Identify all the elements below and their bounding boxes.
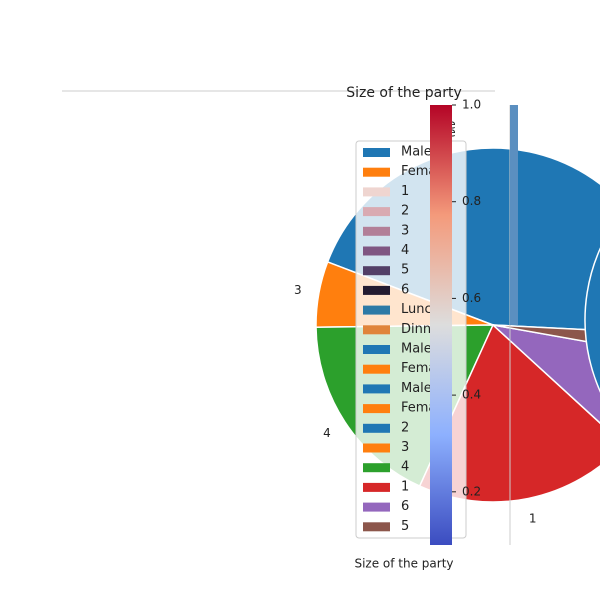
legend-swatch — [363, 246, 390, 256]
legend-swatch — [363, 167, 390, 177]
panel-strip — [510, 105, 518, 325]
legend-label: 6 — [401, 499, 409, 514]
legend-swatch — [363, 187, 390, 197]
y-tick-label: 0.4 — [462, 388, 481, 402]
legend-label: Male — [401, 342, 432, 357]
legend-swatch — [363, 285, 390, 295]
legend-swatch — [363, 522, 390, 532]
chart-title: Size of the party — [346, 85, 462, 101]
y-tick-label: 0.2 — [462, 484, 481, 498]
x-label: Size of the party — [354, 557, 453, 571]
legend-swatch — [363, 305, 390, 315]
legend-swatch — [363, 207, 390, 217]
legend-label: 1 — [401, 479, 409, 494]
legend-swatch — [363, 148, 390, 157]
legend-swatch — [363, 345, 390, 354]
wedge — [584, 247, 600, 393]
legend-label: 3 — [401, 440, 409, 455]
wedge — [492, 324, 600, 345]
legend-label: 5 — [401, 263, 409, 278]
legend-label: 4 — [401, 460, 409, 475]
legend-label: 2 — [401, 420, 409, 435]
legend-label: 6 — [401, 282, 409, 297]
wedge-label: 3 — [294, 283, 302, 297]
colorbar-gradient — [430, 105, 452, 545]
legend-label: Male — [401, 145, 432, 160]
y-tick-label: 0.6 — [462, 291, 481, 305]
legend-label: Male — [401, 381, 432, 396]
legend-swatch — [363, 364, 390, 374]
legend-swatch — [363, 226, 390, 236]
pie: 6 — [584, 247, 600, 393]
legend-swatch — [363, 443, 390, 453]
legend-swatch — [363, 463, 390, 473]
wedge-label: 1 — [529, 512, 537, 526]
legend-swatch — [363, 266, 390, 276]
legend-swatch — [363, 502, 390, 512]
y-tick-label: 0.8 — [462, 194, 481, 208]
legend-swatch — [363, 482, 390, 492]
legend-label: 1 — [401, 184, 409, 199]
legend-swatch — [363, 384, 390, 394]
legend-swatch — [363, 325, 390, 335]
wedge-label: 4 — [323, 426, 331, 440]
legend-label: 4 — [401, 243, 409, 258]
legend-label: 2 — [401, 204, 409, 219]
legend-swatch — [363, 423, 390, 433]
legend-swatch — [363, 404, 390, 414]
legend-label: 5 — [401, 519, 409, 534]
legend-label: 3 — [401, 223, 409, 238]
y-tick-label: 1.0 — [462, 98, 481, 112]
colorbar: 0.2 0.4 0.6 0.8 1.0 — [430, 98, 481, 545]
wedge — [490, 323, 600, 424]
